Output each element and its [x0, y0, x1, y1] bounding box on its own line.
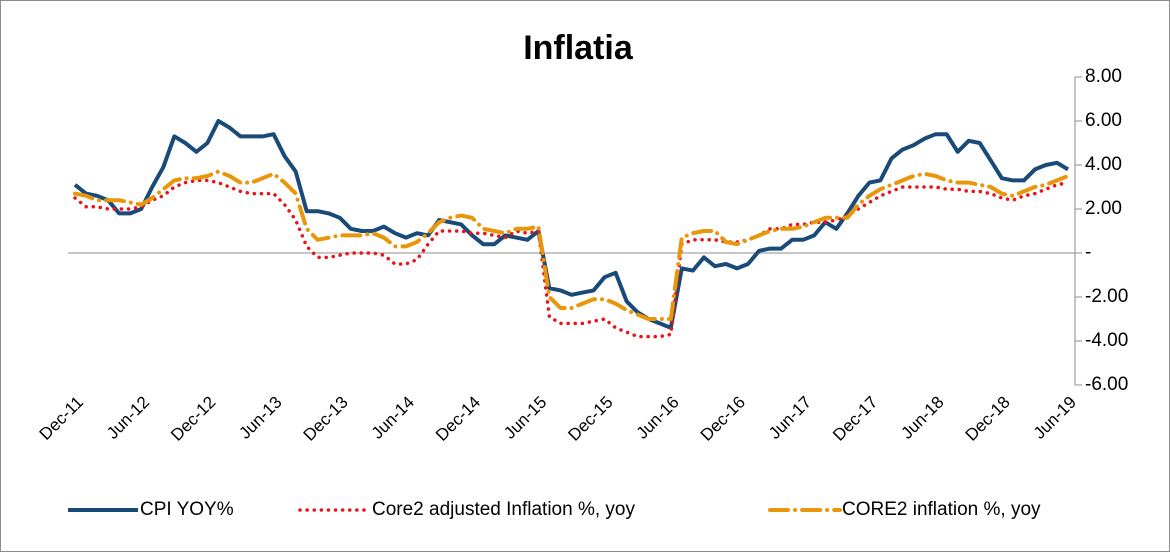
legend-label: Core2 adjusted Inflation %, yoy — [372, 499, 635, 520]
y-tick-label: -2.00 — [1085, 286, 1128, 307]
series-line — [73, 169, 1070, 321]
y-tick-label: 6.00 — [1085, 110, 1122, 131]
y-tick-label: - — [1085, 242, 1091, 263]
y-tick-label: 2.00 — [1085, 198, 1122, 219]
y-tick-label: -4.00 — [1085, 330, 1128, 351]
y-tick-label: -6.00 — [1085, 374, 1128, 395]
series-line — [73, 119, 1070, 330]
series-line — [73, 178, 1070, 339]
y-tick-label: 8.00 — [1085, 66, 1122, 87]
chart-title: Inflatia — [523, 29, 634, 67]
y-tick-label: 4.00 — [1085, 154, 1122, 175]
legend-label: CPI YOY% — [140, 499, 234, 520]
legend-label: CORE2 inflation %, yoy — [842, 499, 1041, 520]
